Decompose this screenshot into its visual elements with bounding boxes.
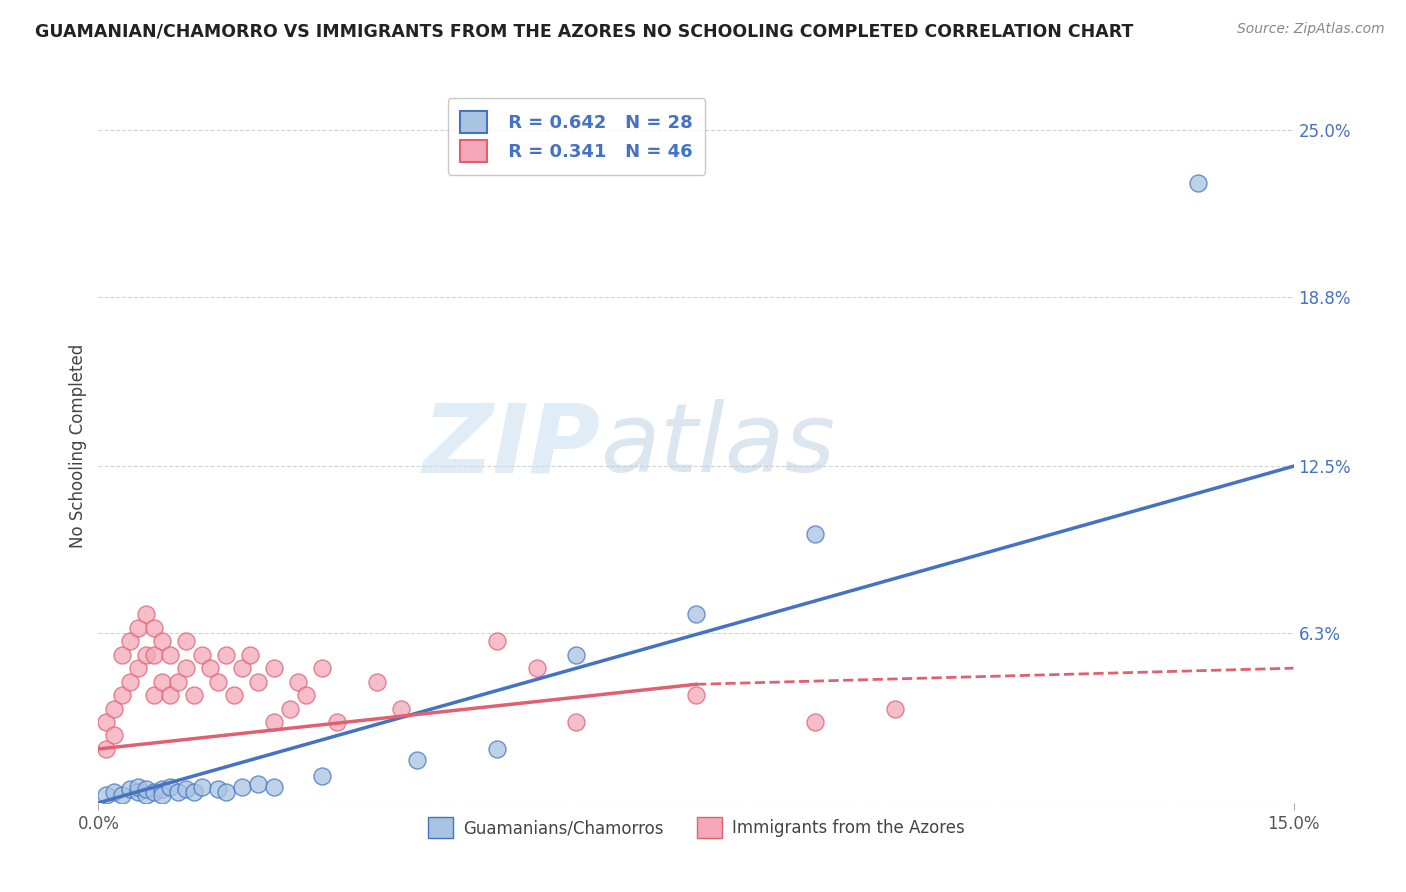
Point [222, 688, 245, 702]
Point [120, 782, 142, 797]
Point [231, 661, 253, 675]
Point [246, 777, 269, 791]
Point [143, 688, 166, 702]
Point [143, 621, 166, 635]
Point [294, 688, 316, 702]
Point [485, 742, 508, 756]
Point [135, 607, 157, 622]
Point [159, 648, 181, 662]
Point [246, 674, 269, 689]
Point [804, 526, 827, 541]
Point [150, 788, 173, 802]
Point [263, 714, 285, 729]
Legend: Guamanians/Chamorros, Immigrants from the Azores: Guamanians/Chamorros, Immigrants from th… [420, 811, 972, 845]
Point [103, 701, 125, 715]
Point [127, 621, 149, 635]
Point [135, 648, 157, 662]
Point [389, 701, 412, 715]
Point [120, 674, 142, 689]
Point [406, 753, 429, 767]
Point [127, 661, 149, 675]
Point [127, 785, 149, 799]
Point [311, 661, 333, 675]
Point [183, 688, 205, 702]
Point [96, 788, 118, 802]
Point [103, 785, 125, 799]
Point [804, 714, 827, 729]
Point [207, 782, 229, 797]
Y-axis label: No Schooling Completed: No Schooling Completed [69, 344, 87, 548]
Point [526, 661, 548, 675]
Point [231, 780, 253, 794]
Point [111, 688, 134, 702]
Point [215, 785, 238, 799]
Point [103, 729, 125, 743]
Point [485, 634, 508, 648]
Point [111, 788, 134, 802]
Point [366, 674, 388, 689]
Point [135, 788, 157, 802]
Point [198, 661, 221, 675]
Point [159, 780, 181, 794]
Point [143, 648, 166, 662]
Point [174, 634, 197, 648]
Point [183, 785, 205, 799]
Point [191, 648, 214, 662]
Point [174, 782, 197, 797]
Point [207, 674, 229, 689]
Text: GUAMANIAN/CHAMORRO VS IMMIGRANTS FROM THE AZORES NO SCHOOLING COMPLETED CORRELAT: GUAMANIAN/CHAMORRO VS IMMIGRANTS FROM TH… [35, 22, 1133, 40]
Point [263, 780, 285, 794]
Point [159, 688, 181, 702]
Point [215, 648, 238, 662]
Point [167, 674, 190, 689]
Point [685, 607, 707, 622]
Point [135, 782, 157, 797]
Point [174, 661, 197, 675]
Point [565, 714, 588, 729]
Point [263, 661, 285, 675]
Point [278, 701, 301, 715]
Point [96, 714, 118, 729]
Point [1187, 177, 1209, 191]
Point [287, 674, 309, 689]
Point [111, 648, 134, 662]
Point [127, 780, 149, 794]
Point [96, 742, 118, 756]
Text: atlas: atlas [600, 400, 835, 492]
Point [311, 769, 333, 783]
Point [326, 714, 349, 729]
Text: Source: ZipAtlas.com: Source: ZipAtlas.com [1237, 22, 1385, 37]
Text: ZIP: ZIP [422, 400, 600, 492]
Point [150, 634, 173, 648]
Point [120, 634, 142, 648]
Point [884, 701, 907, 715]
Point [150, 782, 173, 797]
Point [685, 688, 707, 702]
Point [565, 648, 588, 662]
Point [191, 780, 214, 794]
Point [167, 785, 190, 799]
Point [239, 648, 262, 662]
Point [150, 674, 173, 689]
Point [143, 785, 166, 799]
